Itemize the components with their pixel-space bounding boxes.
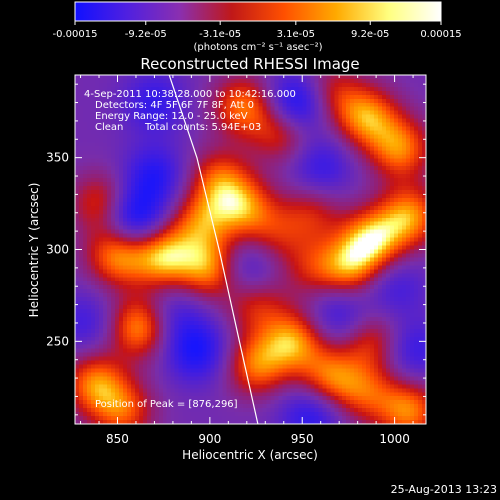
x-tick-label: 1000 <box>379 432 410 446</box>
colorbar-tick-label: -3.1e-05 <box>199 29 241 40</box>
colorbar-tick-label: -0.00015 <box>53 29 98 40</box>
colorbar-tick-label: -9.2e-05 <box>125 29 167 40</box>
annotation-clean: Clean <box>95 122 123 133</box>
y-axis-label: Heliocentric Y (arcsec) <box>27 183 41 318</box>
annotation-total-counts: Total counts: 5.94E+03 <box>144 122 261 133</box>
x-tick-label: 850 <box>106 432 129 446</box>
colorbar-tick-label: 0.00015 <box>420 29 461 40</box>
colorbar-tick-label: 9.2e-05 <box>351 29 389 40</box>
x-tick-label: 950 <box>291 432 314 446</box>
footer-timestamp: 25-Aug-2013 13:23 <box>391 483 497 496</box>
y-axis-ticks: 250 300 350 <box>46 83 426 416</box>
colorbar-ticks: -0.00015 -9.2e-05 -3.1e-05 3.1e-05 9.2e-05 0.… <box>53 21 462 40</box>
annotation-energy-range: Energy Range: 12.0 - 25.0 keV <box>95 111 248 122</box>
heatmap-image <box>75 75 426 424</box>
chart-title: Reconstructed RHESSI Image <box>140 55 359 73</box>
y-tick-label: 250 <box>46 334 69 348</box>
solar-limb-line <box>168 75 259 424</box>
annotation-time-range: 4-Sep-2011 10:38:28.000 to 10:42:16.000 <box>84 89 296 100</box>
colorbar-unit-label: (photons cm⁻² s⁻¹ asec⁻²) <box>193 42 322 53</box>
annotation-detectors: Detectors: 4F 5F 6F 7F 8F, Att 0 <box>95 100 254 111</box>
annotation-peak-position: Position of Peak = [876,296] <box>95 399 238 410</box>
colorbar-tick-label: 3.1e-05 <box>277 29 315 40</box>
y-tick-label: 300 <box>46 243 69 257</box>
colorbar-frame <box>74 1 442 22</box>
y-tick-label: 350 <box>46 151 69 165</box>
x-axis-label: Heliocentric X (arcsec) <box>182 448 318 462</box>
x-axis-ticks: 850 900 950 1000 <box>80 75 414 446</box>
colorbar <box>75 2 441 21</box>
x-tick-label: 900 <box>198 432 221 446</box>
